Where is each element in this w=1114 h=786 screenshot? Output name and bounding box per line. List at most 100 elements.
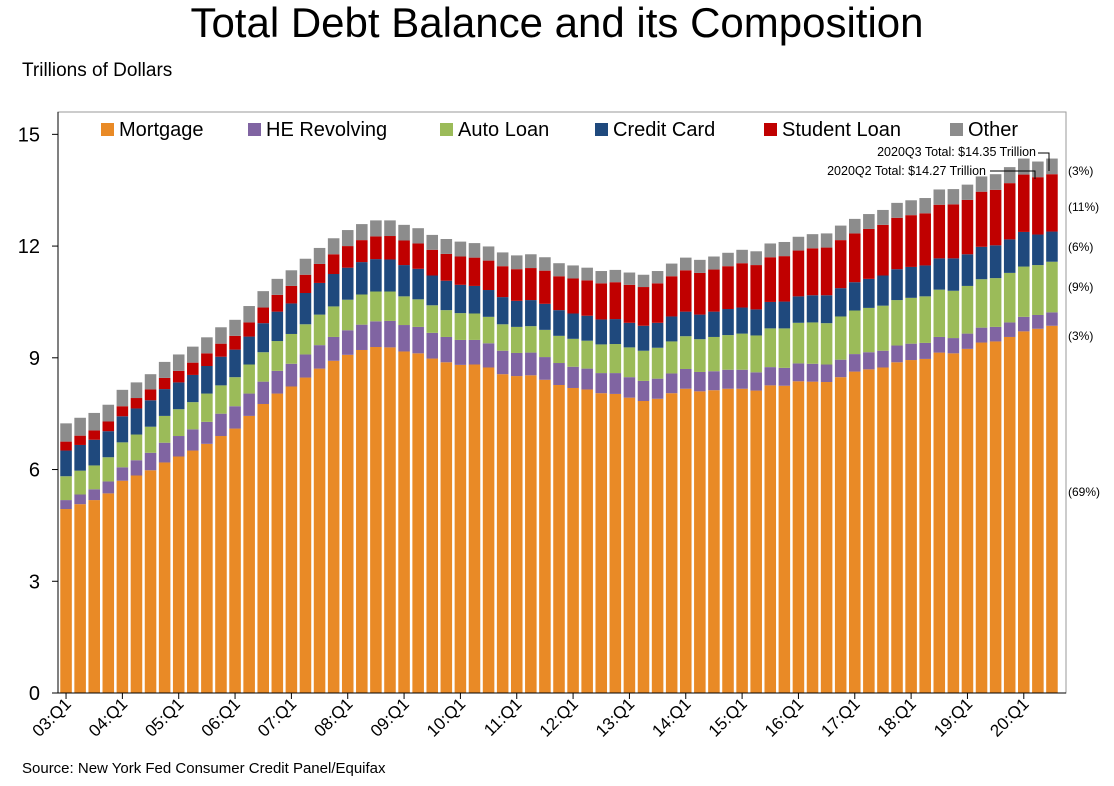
bar-stack	[356, 224, 368, 693]
bar-segment-student-loan	[708, 269, 720, 312]
bar-segment-student-loan	[313, 263, 326, 283]
bar-stack	[341, 230, 354, 693]
bar-segment-auto-loan	[130, 434, 143, 461]
bar-segment-he-revolving	[637, 380, 650, 402]
bar-segment-student-loan	[243, 322, 255, 337]
bar-segment-credit-card	[454, 284, 467, 314]
bar-segment-he-revolving	[539, 357, 551, 380]
bar-segment-auto-loan	[285, 333, 298, 364]
bar-segment-mortgage	[229, 428, 241, 693]
bar-segment-other	[525, 254, 537, 269]
bar-segment-mortgage	[426, 358, 439, 693]
bar-stack	[722, 252, 734, 693]
bar-stack	[496, 252, 509, 693]
bar-segment-he-revolving	[694, 371, 706, 392]
bar-segment-other	[891, 202, 903, 218]
bar-segment-other	[187, 346, 199, 363]
bar-segment-student-loan	[102, 421, 115, 432]
bar-segment-he-revolving	[736, 369, 748, 389]
bar-segment-he-revolving	[679, 368, 692, 389]
legend-item-he-revolving: HE Revolving	[248, 119, 387, 141]
bar-segment-student-loan	[623, 284, 636, 323]
bar-segment-auto-loan	[158, 415, 171, 443]
bar-segment-mortgage	[384, 347, 396, 693]
bar-segment-student-loan	[426, 249, 439, 276]
bar-segment-auto-loan	[778, 328, 791, 368]
bar-segment-other	[299, 258, 312, 275]
bar-segment-auto-loan	[750, 335, 762, 373]
bar-segment-auto-loan	[609, 344, 622, 374]
bar-segment-credit-card	[694, 314, 706, 340]
bar-segment-mortgage	[116, 480, 129, 693]
bar-segment-auto-loan	[849, 310, 861, 355]
bar-segment-mortgage	[1003, 336, 1016, 693]
bar-segment-credit-card	[651, 322, 664, 348]
bar-segment-other	[1003, 167, 1016, 184]
bar-segment-credit-card	[891, 269, 903, 301]
bar-segment-mortgage	[482, 367, 495, 693]
bar-segment-auto-loan	[172, 409, 185, 437]
bar-segment-mortgage	[243, 415, 255, 693]
bar-segment-mortgage	[1018, 331, 1030, 693]
legend-label: Auto Loan	[458, 119, 549, 141]
bar-segment-other	[102, 404, 115, 422]
legend-label: Credit Card	[613, 119, 715, 141]
bar-segment-mortgage	[595, 393, 608, 693]
bar-segment-auto-loan	[539, 329, 551, 358]
bar-segment-other	[426, 234, 439, 250]
bar-stack	[834, 225, 847, 693]
bar-segment-he-revolving	[933, 336, 946, 353]
bar-segment-student-loan	[849, 233, 861, 283]
bar-segment-other	[496, 252, 509, 267]
bar-segment-student-loan	[637, 287, 650, 326]
bar-segment-other	[694, 259, 706, 273]
bar-segment-mortgage	[623, 397, 636, 693]
bar-stack	[1032, 161, 1044, 693]
bar-segment-credit-card	[581, 315, 593, 341]
bar-segment-auto-loan	[327, 306, 340, 337]
bar-segment-auto-loan	[567, 338, 579, 367]
bar-stack	[1046, 158, 1058, 693]
bar-segment-credit-card	[1032, 234, 1044, 266]
bar-segment-auto-loan	[834, 316, 847, 360]
bars-group	[60, 158, 1058, 693]
bar-stack	[327, 238, 340, 693]
bar-segment-credit-card	[1018, 231, 1030, 267]
bar-segment-student-loan	[750, 265, 762, 310]
bar-segment-mortgage	[989, 341, 1002, 693]
bar-segment-mortgage	[398, 351, 410, 693]
bar-segment-he-revolving	[257, 381, 269, 404]
annotation-q3-total: 2020Q3 Total: $14.35 Trillion	[877, 145, 1036, 159]
bar-segment-credit-card	[215, 356, 227, 386]
bar-segment-other	[905, 200, 917, 216]
y-tick-label: 15	[18, 124, 40, 146]
bar-stack	[694, 259, 706, 693]
bar-segment-student-loan	[454, 256, 467, 285]
bar-segment-student-loan	[1032, 177, 1044, 235]
bar-stack	[806, 234, 819, 693]
bar-segment-auto-loan	[482, 316, 495, 344]
bar-segment-he-revolving	[496, 350, 509, 375]
bar-segment-he-revolving	[792, 363, 805, 382]
bar-segment-other	[947, 189, 960, 205]
legend-swatch	[101, 123, 114, 136]
bar-segment-credit-card	[356, 262, 368, 295]
bar-segment-other	[454, 241, 467, 257]
bar-segment-he-revolving	[553, 363, 565, 385]
y-axis-label: Trillions of Dollars	[22, 60, 173, 81]
bar-segment-he-revolving	[961, 333, 974, 349]
x-tick-label: 20:Q1	[986, 694, 1032, 740]
bar-segment-he-revolving	[187, 429, 199, 451]
bar-segment-credit-card	[679, 311, 692, 337]
bar-segment-student-loan	[694, 272, 706, 315]
bar-segment-he-revolving	[708, 371, 720, 391]
bar-segment-he-revolving	[510, 352, 523, 377]
bar-segment-credit-card	[595, 319, 608, 345]
bar-stack	[750, 251, 762, 693]
bar-segment-other	[201, 337, 213, 354]
bar-segment-student-loan	[299, 274, 312, 293]
legend-item-auto-loan: Auto Loan	[440, 119, 549, 141]
bar-segment-other	[863, 214, 875, 229]
bar-segment-credit-card	[327, 274, 340, 307]
bar-segment-student-loan	[665, 276, 678, 317]
